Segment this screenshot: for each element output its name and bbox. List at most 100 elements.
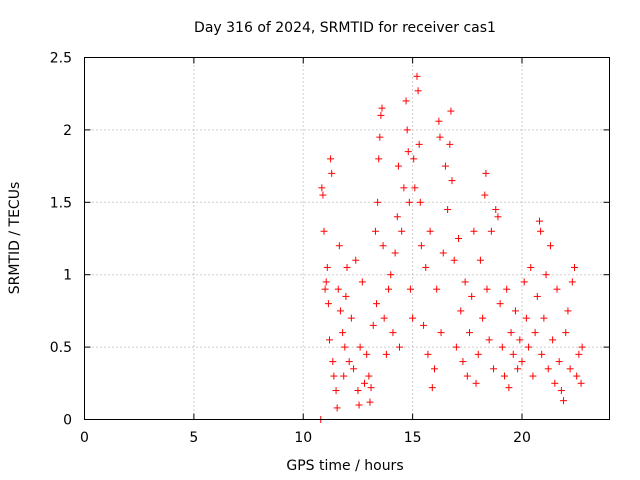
- data-point: [463, 372, 471, 380]
- data-point: [571, 263, 578, 271]
- data-point: [498, 343, 506, 351]
- scatter-points: [317, 72, 586, 423]
- data-point: [436, 133, 444, 141]
- data-point: [538, 350, 546, 358]
- data-point: [435, 117, 443, 125]
- data-point: [527, 263, 535, 271]
- data-point: [410, 155, 418, 163]
- x-tick-label: 10: [294, 430, 312, 446]
- data-point: [404, 148, 412, 156]
- x-tick-label: 15: [404, 430, 422, 446]
- data-point: [457, 307, 465, 315]
- data-point: [354, 387, 362, 395]
- data-point: [321, 285, 329, 293]
- data-point: [553, 285, 561, 293]
- y-tick-labels: 0 0.5 1 1.5 2 2.5: [50, 51, 72, 429]
- data-point: [406, 285, 414, 293]
- data-point: [544, 365, 552, 373]
- data-point: [369, 321, 377, 329]
- data-point: [376, 133, 384, 141]
- data-point: [511, 307, 519, 315]
- data-point: [509, 350, 517, 358]
- data-point: [494, 213, 502, 221]
- y-tick-label: 1: [63, 268, 72, 284]
- data-point: [374, 198, 382, 206]
- data-point: [542, 271, 550, 279]
- data-point: [377, 111, 385, 119]
- data-point: [340, 372, 348, 380]
- data-point: [347, 314, 355, 322]
- data-point: [396, 343, 403, 351]
- data-point: [525, 343, 533, 351]
- data-point: [332, 387, 340, 395]
- data-point: [350, 365, 358, 373]
- x-tick-labels: 0 5 10 15 20: [80, 430, 531, 446]
- data-point: [345, 358, 353, 366]
- data-point: [492, 206, 500, 214]
- data-point: [476, 256, 484, 264]
- data-point: [424, 350, 432, 358]
- data-point: [562, 329, 570, 337]
- data-point: [394, 162, 402, 170]
- data-point: [507, 329, 515, 337]
- data-point: [575, 350, 583, 358]
- data-point: [373, 300, 381, 308]
- y-axis-label: SRMTID / TECUs: [7, 182, 23, 295]
- data-point: [529, 372, 537, 380]
- data-point: [393, 213, 401, 221]
- x-axis-label: GPS time / hours: [286, 458, 403, 474]
- data-point: [549, 336, 557, 344]
- data-point: [422, 263, 430, 271]
- data-point: [339, 329, 347, 337]
- data-point: [366, 398, 374, 406]
- axis-ticks: [84, 57, 610, 420]
- data-point: [363, 350, 371, 358]
- data-point: [379, 242, 387, 250]
- data-point: [328, 169, 336, 177]
- data-point: [414, 87, 422, 95]
- data-point: [536, 217, 543, 225]
- data-point: [555, 358, 563, 366]
- data-point: [479, 314, 487, 322]
- data-point: [334, 285, 342, 293]
- data-point: [560, 397, 568, 405]
- data-point: [385, 285, 393, 293]
- data-point: [415, 140, 423, 148]
- data-point: [566, 365, 574, 373]
- data-point: [320, 227, 328, 235]
- data-point: [470, 227, 478, 235]
- data-point: [522, 314, 530, 322]
- data-point: [573, 372, 581, 380]
- data-point: [371, 227, 379, 235]
- data-point: [520, 278, 528, 286]
- y-tick-label: 1.5: [50, 195, 72, 211]
- data-point: [400, 184, 408, 192]
- data-point: [466, 329, 473, 337]
- data-point: [341, 343, 349, 351]
- data-point: [551, 379, 559, 387]
- data-point: [417, 242, 425, 250]
- x-tick-label: 5: [189, 430, 198, 446]
- data-point: [389, 329, 397, 337]
- data-point: [324, 300, 332, 308]
- data-point: [409, 314, 417, 322]
- data-point: [330, 372, 338, 380]
- data-point: [568, 278, 576, 286]
- data-point: [537, 227, 545, 235]
- data-point: [375, 155, 383, 163]
- data-point: [444, 206, 452, 214]
- data-point: [578, 343, 586, 351]
- y-tick-label: 0: [63, 413, 72, 429]
- data-point: [447, 107, 455, 115]
- data-point: [387, 271, 395, 279]
- data-point: [382, 350, 390, 358]
- data-point: [487, 227, 495, 235]
- plot-frame: [84, 57, 610, 420]
- data-point: [403, 126, 411, 134]
- data-point: [322, 278, 330, 286]
- data-point: [448, 177, 456, 185]
- y-tick-label: 2.5: [50, 51, 72, 67]
- y-tick-label: 2: [63, 123, 72, 139]
- data-point: [378, 104, 386, 112]
